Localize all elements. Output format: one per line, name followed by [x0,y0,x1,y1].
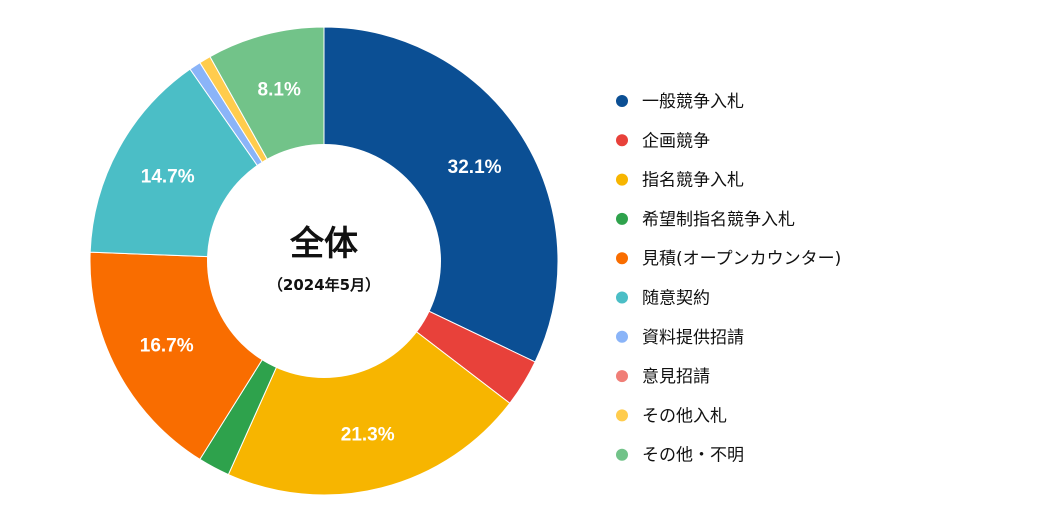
legend-swatch [616,370,628,383]
legend-label: 指名競争入札 [642,171,744,191]
slice-data-label: 14.7% [141,167,195,188]
legend-swatch [616,330,628,343]
legend-label: 企画競争 [642,131,710,151]
legend-swatch [616,134,628,147]
legend-label: その他入札 [642,406,727,426]
legend-label: その他・不明 [642,446,744,466]
legend-label: 資料提供招請 [642,328,744,348]
legend-label: 一般競争入札 [642,92,744,112]
legend-swatch [616,252,628,265]
legend-swatch [616,173,628,186]
slice-data-label: 32.1% [448,157,502,178]
legend-swatch [616,448,628,461]
slice-data-label: 21.3% [341,425,395,446]
slice-data-label: 8.1% [258,80,301,101]
slice-data-label: 16.7% [140,335,194,356]
legend-swatch [616,212,628,225]
legend-label: 見積(オープンカウンター) [642,249,841,269]
slice-data-labels: 32.1% 21.3% 16.7% 14.7% 8.1% [140,80,502,446]
chart-title: 全体 [289,224,358,264]
legend-label: 意見招請 [642,367,710,387]
donut-hole [207,144,441,378]
legend-swatch [616,95,628,107]
legend-swatch [616,409,628,422]
legend-label: 随意契約 [642,289,710,309]
legend-swatch [616,291,628,304]
legend-label: 希望制指名競争入札 [642,210,795,230]
chart-subtitle: （2024年5月） [268,276,380,294]
